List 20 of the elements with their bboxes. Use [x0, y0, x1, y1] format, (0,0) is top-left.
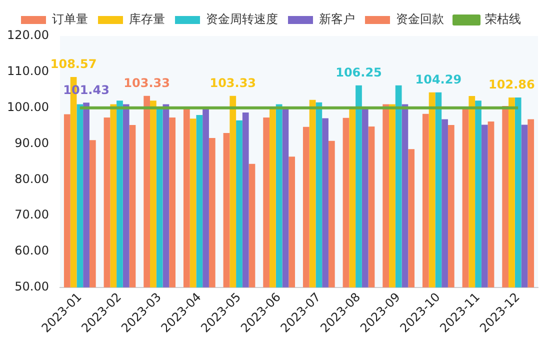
data-label: 103.33: [124, 76, 170, 90]
y-tick-label: 80.00: [14, 172, 49, 186]
y-tick-label: 50.00: [14, 279, 49, 294]
data-label: 102.86: [488, 78, 535, 92]
legend-label: 资金周转速度: [206, 12, 278, 26]
data-label: 108.57: [50, 57, 97, 72]
legend-label: 订单量: [52, 12, 88, 26]
y-tick-label: 60.00: [14, 244, 49, 258]
legend-label: 资金回款: [396, 12, 444, 26]
y-tick-label: 90.00: [14, 136, 49, 150]
data-label: 103.33: [210, 76, 256, 90]
data-label: 104.29: [415, 72, 462, 87]
legend-label: 新客户: [319, 12, 355, 26]
y-tick-label: 100.00: [6, 100, 49, 114]
y-tick-label: 120.00: [6, 28, 49, 42]
legend-label: 荣枯线: [485, 12, 521, 26]
legend-label: 库存量: [129, 12, 165, 26]
data-label: 106.25: [336, 66, 382, 80]
y-tick-label: 70.00: [14, 208, 49, 222]
y-tick-label: 110.00: [6, 64, 49, 78]
